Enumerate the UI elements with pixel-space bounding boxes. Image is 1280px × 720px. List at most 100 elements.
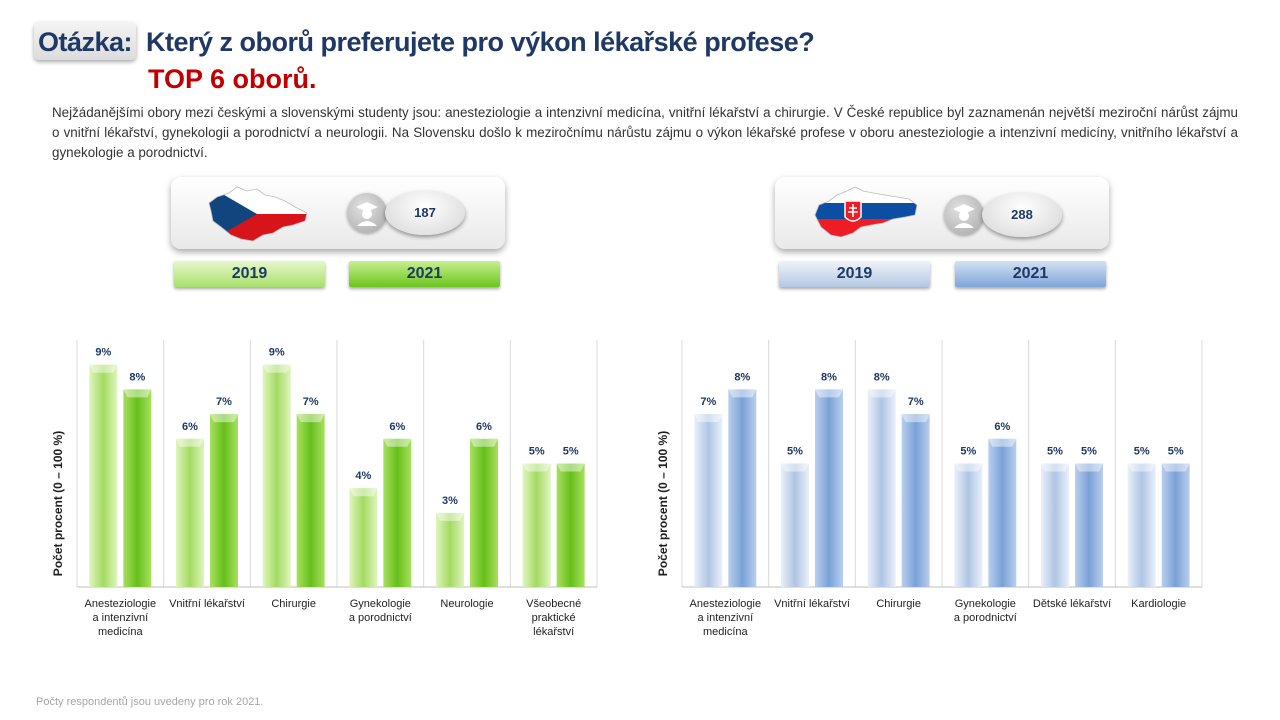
cz-bar-chart: Počet procent (0 – 100 %) 9% 6% 9% 4% 3% 5% 8% 7…: [51, 340, 598, 638]
graduate-icon: [944, 195, 984, 235]
data-label: 3%: [442, 495, 458, 507]
subtitle: TOP 6 oborů.: [148, 64, 317, 94]
bar-2019: [176, 438, 204, 587]
bar-2021: [1161, 463, 1190, 587]
czech-map-flag-icon: [208, 186, 308, 242]
bar-2019: [867, 389, 896, 587]
category-label: Anesteziologie a intenzivní medicína: [85, 598, 157, 638]
bar-highlight: [1161, 463, 1190, 472]
category-label: Gynekologie a porodnictví: [349, 598, 412, 624]
bar-2021: [556, 463, 585, 587]
bar-2019: [694, 414, 723, 587]
bar-2021: [383, 438, 412, 587]
bar-2021: [728, 389, 757, 587]
bar-2019: [522, 463, 551, 587]
bar-highlight: [694, 414, 723, 423]
y-axis-label: Počet procent (0 – 100 %): [51, 431, 65, 576]
bar-highlight: [901, 414, 930, 423]
bar-highlight: [262, 364, 291, 373]
slovak-map-flag-icon: [814, 186, 918, 238]
category-label: Chirurgie: [876, 598, 921, 610]
bar-2021: [988, 438, 1017, 587]
data-label: 5%: [1047, 446, 1063, 458]
bar-2021: [1075, 463, 1103, 587]
bar-2021: [210, 414, 238, 587]
bar-2019: [89, 364, 118, 587]
bar-highlight: [815, 389, 843, 398]
bar-highlight: [867, 389, 896, 398]
data-label: 5%: [529, 446, 545, 458]
bar-highlight: [781, 463, 809, 472]
data-label: 5%: [787, 446, 803, 458]
category-label: Gynekologie a porodnictví: [954, 598, 1017, 624]
data-label: 5%: [1081, 446, 1097, 458]
question-text: Který z oborů preferujete pro výkon léka…: [146, 27, 815, 57]
data-label: 8%: [874, 371, 890, 383]
question-label: Otázka:: [34, 22, 137, 60]
data-label: 7%: [908, 396, 924, 408]
bar-highlight: [89, 364, 118, 373]
category-label: Vnitřní lékařství: [774, 598, 850, 610]
bar-highlight: [296, 414, 325, 423]
cz-legend-2021: 2021: [349, 261, 500, 287]
bar-2019: [436, 512, 464, 587]
data-label: 7%: [303, 396, 319, 408]
data-label: 9%: [269, 347, 285, 359]
category-label: Kardiologie: [1131, 598, 1186, 610]
data-label: 7%: [216, 396, 232, 408]
category-label: Neurologie: [440, 598, 493, 610]
category-label: Dětské lékařství: [1033, 598, 1111, 610]
bar-highlight: [954, 463, 983, 472]
bar-2019: [781, 463, 809, 587]
graduate-icon: [347, 193, 387, 233]
cz-respondents-panel: 187: [171, 177, 505, 249]
bar-highlight: [349, 488, 378, 497]
category-label: Anesteziologie a intenzivní medicína: [690, 598, 762, 638]
category-label: Chirurgie: [271, 598, 316, 610]
category-label: Vnitřní lékařství: [169, 598, 245, 610]
bar-highlight: [210, 414, 238, 423]
bar-highlight: [383, 438, 412, 447]
bar-2021: [296, 414, 325, 587]
bar-highlight: [176, 438, 204, 447]
category-label: Všeobecné praktické lékařství: [526, 598, 581, 638]
bar-highlight: [988, 438, 1017, 447]
data-label: 5%: [1168, 446, 1184, 458]
bar-2019: [349, 488, 378, 587]
data-label: 8%: [734, 371, 750, 383]
data-label: 6%: [994, 421, 1010, 433]
bar-2019: [262, 364, 291, 587]
bar-2019: [1041, 463, 1069, 587]
bar-2021: [123, 389, 152, 587]
bar-2019: [954, 463, 983, 587]
data-label: 7%: [700, 396, 716, 408]
cz-legend-2019: 2019: [174, 261, 325, 287]
intro-paragraph: Nejžádanějšími obory mezi českými a slov…: [52, 105, 1238, 160]
data-label: 6%: [476, 421, 492, 433]
bar-highlight: [1075, 463, 1103, 472]
data-label: 8%: [129, 371, 145, 383]
data-label: 9%: [95, 347, 111, 359]
bar-highlight: [470, 438, 498, 447]
data-label: 8%: [821, 371, 837, 383]
bar-highlight: [123, 389, 152, 398]
data-label: 6%: [182, 421, 198, 433]
bar-2021: [901, 414, 930, 587]
data-label: 5%: [1134, 446, 1150, 458]
respondent-count: 288: [982, 193, 1062, 237]
data-label: 4%: [355, 470, 371, 482]
bar-highlight: [728, 389, 757, 398]
sk-legend-2019: 2019: [779, 261, 930, 287]
respondent-count: 187: [385, 191, 465, 235]
bar-highlight: [1041, 463, 1069, 472]
bar-2019: [1127, 463, 1156, 587]
bar-highlight: [556, 463, 585, 472]
data-label: 5%: [563, 446, 579, 458]
sk-bar-chart: Počet procent (0 – 100 %) 7% 5% 8% 5% 5% 5% 8% 8…: [656, 340, 1203, 638]
sk-respondents-panel: 288: [775, 177, 1109, 249]
y-axis-label: Počet procent (0 – 100 %): [656, 431, 670, 576]
bar-highlight: [1127, 463, 1156, 472]
bar-highlight: [522, 463, 551, 472]
data-label: 6%: [389, 421, 405, 433]
sk-legend-2021: 2021: [955, 261, 1106, 287]
